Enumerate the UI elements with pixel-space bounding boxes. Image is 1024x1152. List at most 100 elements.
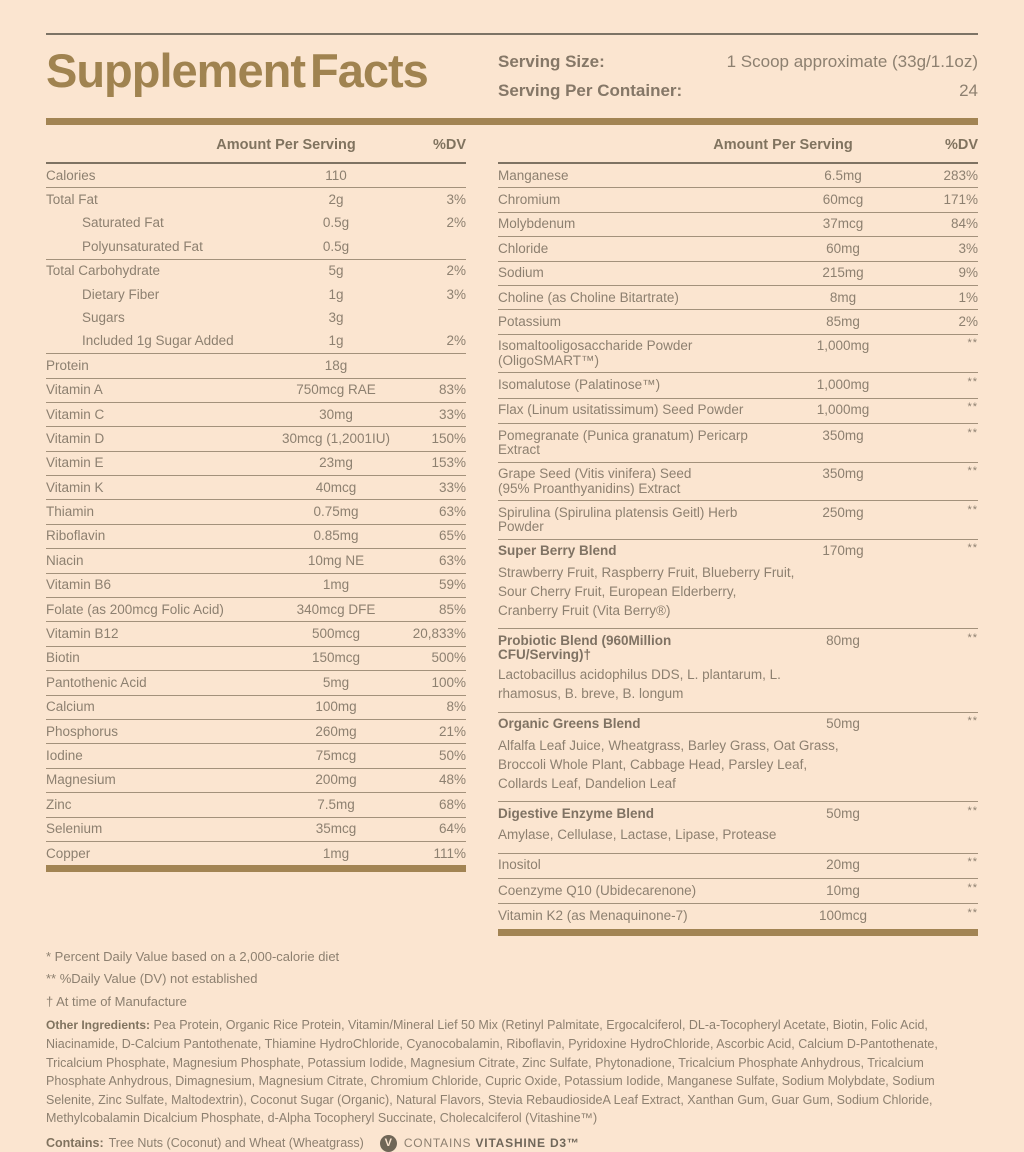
other-ingredients-text: Pea Protein, Organic Rice Protein, Vitam… xyxy=(46,1018,938,1126)
dv-not-established-mark: ** xyxy=(967,503,978,516)
row-amount: 100mg xyxy=(315,699,357,715)
row-name: Super Berry Blend xyxy=(498,543,617,559)
table-row: Chloride 60mg 3% xyxy=(498,236,978,260)
table-row: Probiotic Blend (960Million CFU/Serving)… xyxy=(498,628,978,712)
row-amount: 30mg xyxy=(319,406,353,422)
row-name: Chromium xyxy=(498,191,561,207)
table-row: Thiamin 0.75mg 63% xyxy=(46,499,466,523)
row-dv: 33% xyxy=(438,479,466,495)
table-row: Pantothenic Acid 5mg 100% xyxy=(46,670,466,694)
row-name: Manganese xyxy=(498,167,569,183)
table-row: Folate (as 200mcg Folic Acid) 340mcg DFE 8… xyxy=(46,597,466,621)
table-row: Vitamin B6 1mg 59% xyxy=(46,572,466,597)
row-name: Polyunsaturated Fat xyxy=(82,238,203,254)
row-name: Dietary Fiber xyxy=(82,286,160,302)
table-row: Isomalutose (Palatinose™) 1,000mg ** xyxy=(498,372,978,397)
top-divider xyxy=(46,33,978,35)
row-name: Inositol xyxy=(498,857,541,873)
row-amount: 1g xyxy=(328,286,344,302)
right-rows: Manganese 6.5mg 283% Chromium 60mcg 171% Molyb… xyxy=(498,164,978,929)
row-amount: 6.5mg xyxy=(824,167,862,183)
row-name: Selenium xyxy=(46,821,103,837)
serving-size-row: Serving Size: 1 Scoop approximate (33g/1… xyxy=(498,52,978,72)
row-name: Calories xyxy=(46,167,96,183)
left-column-bottom-bar xyxy=(46,865,466,873)
table-row: Chromium 60mcg 171% xyxy=(498,187,978,211)
row-amount: 7.5mg xyxy=(317,796,355,812)
row-dv: 33% xyxy=(438,406,466,422)
row-amount: 340mcg DFE xyxy=(296,601,376,617)
row-amount: 170mg xyxy=(822,543,864,559)
table-row: Organic Greens Blend 50mg ** Alfalfa Leaf J… xyxy=(498,711,978,801)
table-row: Molybdenum 37mcg 84% xyxy=(498,211,978,236)
footnote-dv-not-established: ** %Daily Value (DV) not established xyxy=(46,971,258,987)
table-row: Iodine 75mcg 50% xyxy=(46,743,466,767)
row-dv: 9% xyxy=(958,265,978,281)
servings-per-container-label: Serving Per Container: xyxy=(498,81,683,100)
row-name: Sugars xyxy=(82,309,125,325)
table-row: Digestive Enzyme Blend 50mg ** Amylase, Cel… xyxy=(498,801,978,852)
row-amount: 8mg xyxy=(829,289,857,305)
row-dv: 63% xyxy=(438,504,466,520)
row-name: Molybdenum xyxy=(498,216,576,232)
dv-not-established-mark: ** xyxy=(967,856,978,869)
dv-not-established-mark: ** xyxy=(967,542,978,555)
row-amount: 1,000mg xyxy=(816,402,870,418)
row-amount: 35mcg xyxy=(315,821,357,837)
row-amount: 60mg xyxy=(826,240,860,256)
row-amount: 250mg xyxy=(822,504,864,520)
row-dv: 283% xyxy=(943,167,978,183)
row-dv: 150% xyxy=(431,430,466,446)
row-name: Iodine xyxy=(46,747,83,763)
row-dv: 3% xyxy=(446,286,466,302)
row-name: Phosphorus xyxy=(46,723,119,739)
row-amount: 215mg xyxy=(822,265,864,281)
right-column-header: Amount Per Serving %DV xyxy=(498,125,978,164)
row-name: Vitamin E xyxy=(46,455,104,471)
row-amount: 0.75mg xyxy=(313,504,359,520)
row-amount: 30mcg (1,2001IU) xyxy=(281,430,391,446)
table-row: Potassium 85mg 2% xyxy=(498,309,978,333)
row-name: Vitamin B6 xyxy=(46,577,112,593)
row-amount: 1,000mg xyxy=(816,338,870,354)
vitashine-claim-regular: CONTAINS xyxy=(403,1136,476,1151)
supplement-facts-panel: Supplement Facts Serving Size: 1 Scoop a… xyxy=(46,0,978,1152)
table-row: Super Berry Blend 170mg ** Strawberry Fruit… xyxy=(498,538,978,628)
serving-size-label: Serving Size: xyxy=(498,52,605,71)
servings-per-container-value: 24 xyxy=(959,81,978,100)
row-name: Zinc xyxy=(46,796,72,812)
row-name: Coenzyme Q10 (Ubidecarenone) xyxy=(498,882,697,898)
row-dv: ** xyxy=(918,882,978,899)
row-dv: ** xyxy=(918,632,978,649)
row-dv: 1% xyxy=(958,289,978,305)
row-amount: 10mg xyxy=(826,882,860,898)
contains-text: Tree Nuts (Coconut) and Wheat (Wheatgras… xyxy=(108,1136,364,1151)
serving-size-value: 1 Scoop approximate (33g/1.1oz) xyxy=(726,52,978,71)
row-amount: 3g xyxy=(328,309,344,325)
left-column-header: Amount Per Serving %DV xyxy=(46,125,466,164)
blend-components: Lactobacillus acidophilus DDS, L. planta… xyxy=(498,667,781,702)
row-amount: 260mg xyxy=(315,723,357,739)
row-dv: 2% xyxy=(446,333,466,349)
left-rows: Calories 110 Total Fat 2g 3% Saturated Fat 0.5… xyxy=(46,164,466,865)
table-row: Flax (Linum usitatissimum) Seed Powder 1,… xyxy=(498,397,978,423)
footnotes: * Percent Daily Value based on a 2,000-c… xyxy=(46,949,978,1009)
page-title: Supplement Facts xyxy=(46,44,429,97)
dv-not-established-mark: ** xyxy=(967,337,978,350)
dv-not-established-mark: ** xyxy=(967,375,978,388)
table-row: Dietary Fiber 1g 3% xyxy=(46,283,466,306)
table-row: Selenium 35mcg 64% xyxy=(46,816,466,841)
table-row: Sugars 3g xyxy=(46,306,466,329)
table-row: Saturated Fat 0.5g 2% xyxy=(46,212,466,235)
row-amount: 750mcg RAE xyxy=(296,382,376,398)
row-amount: 18g xyxy=(324,357,348,373)
row-dv: 85% xyxy=(438,601,466,617)
row-name: Riboflavin xyxy=(46,528,106,544)
row-dv: 64% xyxy=(438,821,466,837)
row-amount: 5g xyxy=(328,263,344,279)
dv-header: %DV xyxy=(432,137,466,153)
row-amount: 50mg xyxy=(826,716,860,732)
row-amount: 23mg xyxy=(319,455,353,471)
row-dv: 65% xyxy=(438,528,466,544)
table-row: Protein 18g xyxy=(46,353,466,377)
